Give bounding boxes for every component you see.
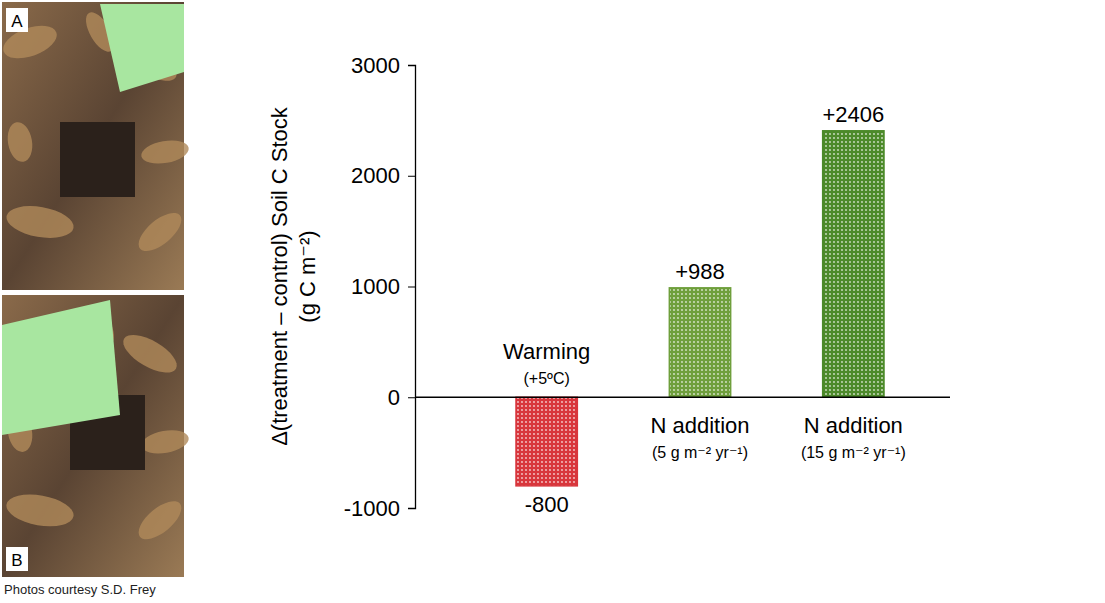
panel-letter: A (11, 12, 23, 31)
panel-label-box (6, 8, 28, 32)
photo-leaf (4, 490, 76, 531)
photo-leaf (139, 427, 190, 457)
y-tick: 3000 (351, 53, 415, 78)
category-label: N addition(15 g m⁻² yr⁻¹) (801, 413, 906, 461)
photo-leaf (5, 120, 36, 164)
bar (823, 131, 884, 397)
photo-credit: Photos courtesy S.D. Frey (4, 582, 156, 597)
panel-label: B (6, 547, 28, 571)
y-tick-label: 0 (388, 385, 400, 410)
zero-line (415, 397, 950, 398)
figure: A B Photos courtesy S.D. Frey -1000 0 1000 200… (0, 0, 1105, 603)
photo-panel: A (0, 2, 191, 290)
photo-hole (60, 122, 135, 197)
y-tick: 1000 (351, 274, 415, 299)
data-label: -800 (525, 492, 569, 517)
y-axis: -1000 0 1000 2000 3000 (344, 53, 416, 521)
y-tick: 0 (388, 385, 415, 410)
category-label: N addition(5 g m⁻² yr⁻¹) (650, 413, 749, 461)
photo-panel: B (0, 295, 191, 577)
y-tick-mark (408, 397, 415, 398)
y-tick-label: 3000 (351, 53, 400, 78)
bar (516, 397, 577, 486)
photo-leaf (118, 327, 183, 380)
y-tick-label: 1000 (351, 274, 400, 299)
y-axis-line (408, 66, 416, 509)
bar (669, 288, 730, 397)
panel-label-box (6, 547, 28, 571)
y-tick-mark (408, 65, 415, 66)
y-tick: -1000 (344, 496, 415, 521)
data-label: +988 (675, 259, 725, 284)
photo-leaf (4, 201, 76, 242)
y-tick-mark (408, 287, 415, 288)
photo-board (2, 300, 120, 435)
data-label: +2406 (822, 102, 884, 127)
photo-leaf (132, 494, 187, 546)
photo-leaf (139, 137, 190, 167)
panel-label: A (6, 8, 28, 32)
y-axis-title: Δ(treatment – control) Soil C Stock(g C … (267, 106, 320, 446)
y-tick-mark (408, 176, 415, 177)
photo-leaf (132, 206, 187, 258)
panel-letter: B (11, 551, 22, 570)
photo-board (100, 4, 184, 92)
y-tick-label: -1000 (344, 496, 400, 521)
y-tick-mark (408, 508, 415, 509)
y-tick: 2000 (351, 163, 415, 188)
category-label: Warming(+5ºC) (503, 339, 590, 387)
y-tick-label: 2000 (351, 163, 400, 188)
